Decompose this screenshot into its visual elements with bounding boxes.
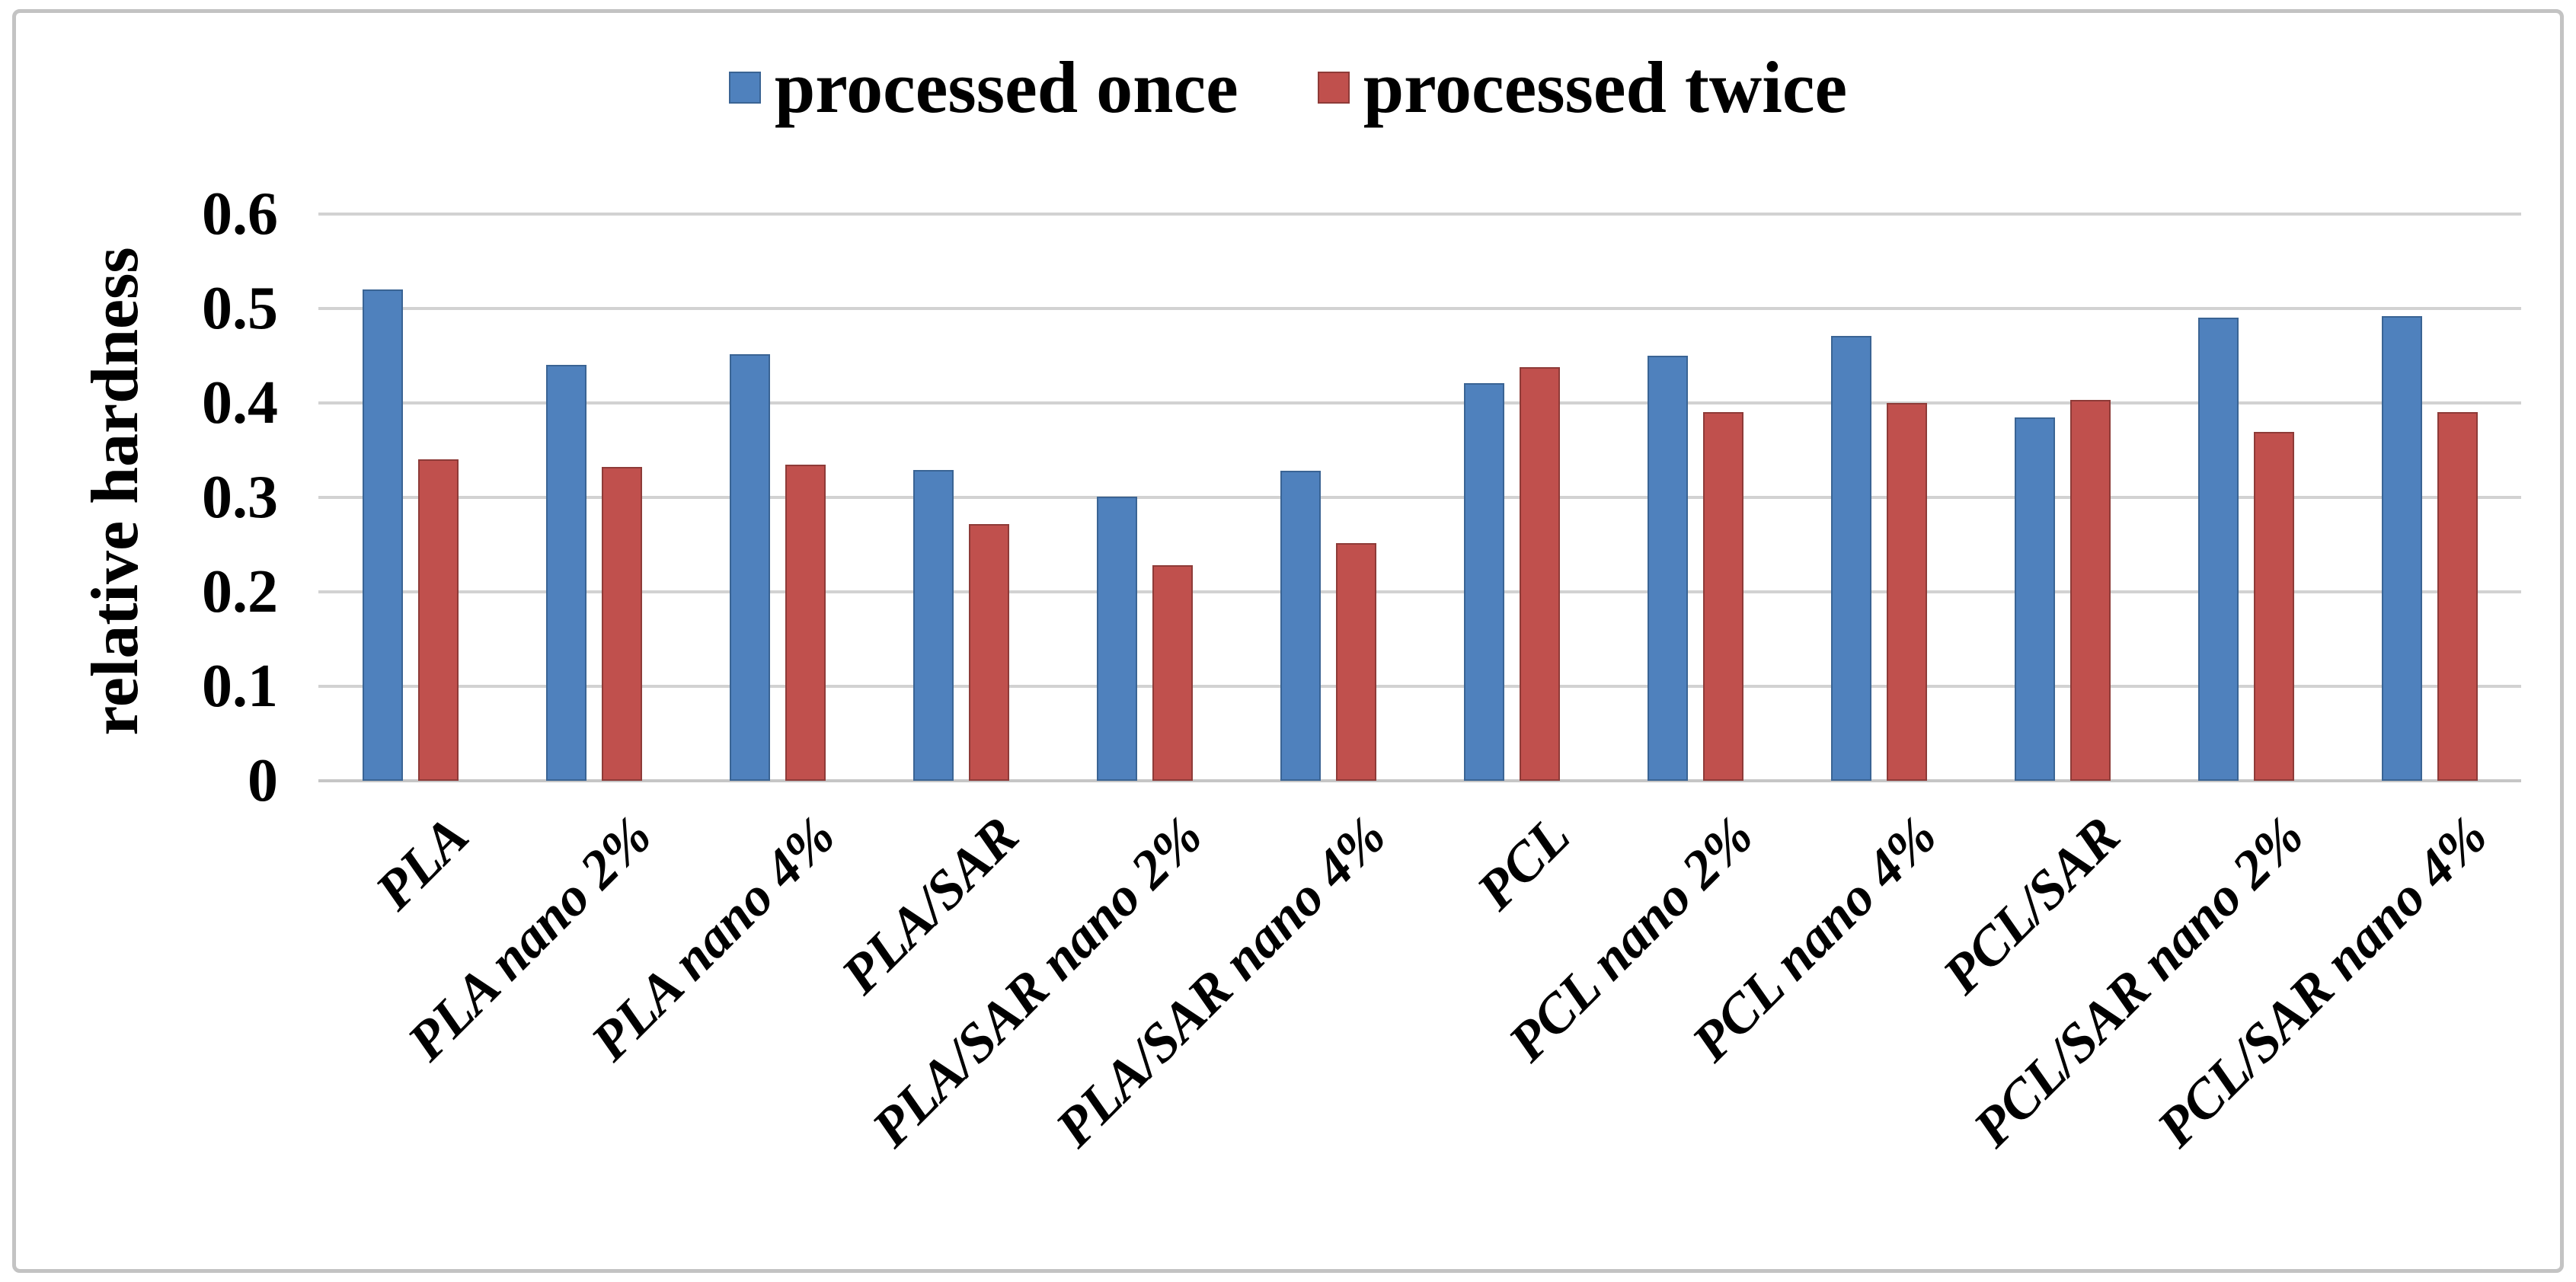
bar-processed-once-PLA [362,289,403,781]
legend-label-processed-once: processed once [774,46,1238,128]
y-tick-label-0.3: 0.3 [202,464,278,531]
legend-item-processed-once: processed once [728,46,1238,128]
y-tick-label-0.4: 0.4 [202,369,278,436]
legend-swatch-processed-once [728,71,761,104]
bar-processed-twice-PCL-SAR-nano-2- [2253,432,2294,781]
gridline-0.5 [318,307,2521,310]
bar-processed-twice-PCL-SAR-nano-4- [2437,412,2478,781]
bar-processed-once-PLA-nano-2- [545,365,586,781]
legend-item-processed-twice: processed twice [1317,46,1848,128]
plot-area [318,213,2521,782]
gridline-0.1 [318,685,2521,688]
bar-processed-twice-PCL-nano-2- [1702,412,1743,781]
gridline-0 [318,779,2521,782]
y-tick-label-0.5: 0.5 [202,275,278,342]
gridline-0.3 [318,496,2521,499]
y-tick-label-0: 0 [248,747,278,814]
bar-processed-twice-PLA [417,459,459,781]
bar-processed-once-PCL-SAR-nano-4- [2381,316,2422,781]
bar-processed-twice-PCL-SAR [2069,400,2111,781]
legend-swatch-processed-twice [1317,71,1350,104]
bar-processed-once-PCL-nano-2- [1647,356,1688,781]
y-tick-label-0.6: 0.6 [202,181,278,248]
gridline-0.4 [318,401,2521,404]
bar-processed-twice-PLA-nano-4- [785,465,826,781]
legend: processed once processed twice [0,47,2576,128]
bar-processed-once-PCL-SAR-nano-2- [2197,318,2239,781]
bar-processed-once-PCL-SAR [2014,417,2055,781]
bar-processed-once-PCL [1463,383,1504,781]
bar-processed-twice-PLA-SAR-nano-2- [1152,565,1193,781]
bar-processed-twice-PLA-nano-2- [601,467,642,781]
gridline-0.6 [318,213,2521,216]
bar-processed-twice-PCL [1519,367,1560,781]
legend-label-processed-twice: processed twice [1363,46,1848,128]
gridline-0.2 [318,590,2521,593]
y-tick-label-0.1: 0.1 [202,653,278,720]
y-tick-label-0.2: 0.2 [202,558,278,625]
bar-processed-once-PCL-nano-4- [1830,336,1871,781]
bar-processed-twice-PCL-nano-4- [1886,403,1927,781]
bar-processed-twice-PLA-SAR [968,524,1009,781]
bar-processed-once-PLA-SAR-nano-2- [1096,497,1137,781]
bar-processed-once-PLA-nano-4- [729,354,770,781]
bar-processed-once-PLA-SAR-nano-4- [1280,471,1321,781]
bar-processed-once-PLA-SAR [912,470,954,781]
bar-processed-twice-PLA-SAR-nano-4- [1335,543,1376,781]
